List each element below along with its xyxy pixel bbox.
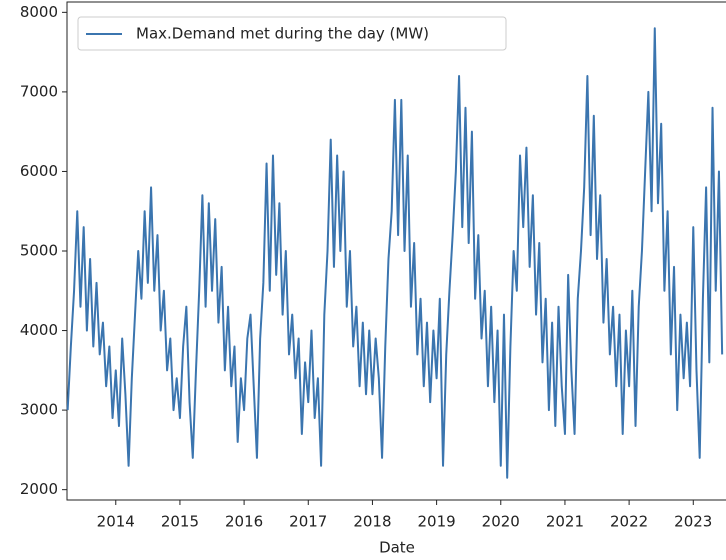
x-tick-label: 2019 xyxy=(418,513,456,531)
x-tick-label: 2021 xyxy=(546,513,584,531)
y-tick-label: 6000 xyxy=(20,162,58,180)
x-tick-label: 2015 xyxy=(161,513,199,531)
y-tick-label: 2000 xyxy=(20,480,58,498)
x-tick-label: 2023 xyxy=(674,513,712,531)
x-tick-label: 2018 xyxy=(353,513,391,531)
legend-label: Max.Demand met during the day (MW) xyxy=(136,25,429,43)
x-tick-label: 2022 xyxy=(610,513,648,531)
plot-frame xyxy=(66,1,726,501)
x-tick-label: 2017 xyxy=(289,513,327,531)
y-tick-label: 8000 xyxy=(20,3,58,21)
y-tick-label: 7000 xyxy=(20,82,58,100)
y-tick-label: 4000 xyxy=(20,321,58,339)
legend-box xyxy=(77,16,507,51)
series-line xyxy=(66,27,724,479)
x-tick-label: 2016 xyxy=(225,513,263,531)
x-axis-label: Date xyxy=(379,539,415,557)
x-tick-label: 2014 xyxy=(97,513,135,531)
y-tick-label: 5000 xyxy=(20,242,58,260)
x-tick-label: 2020 xyxy=(482,513,520,531)
y-tick-label: 3000 xyxy=(20,401,58,419)
